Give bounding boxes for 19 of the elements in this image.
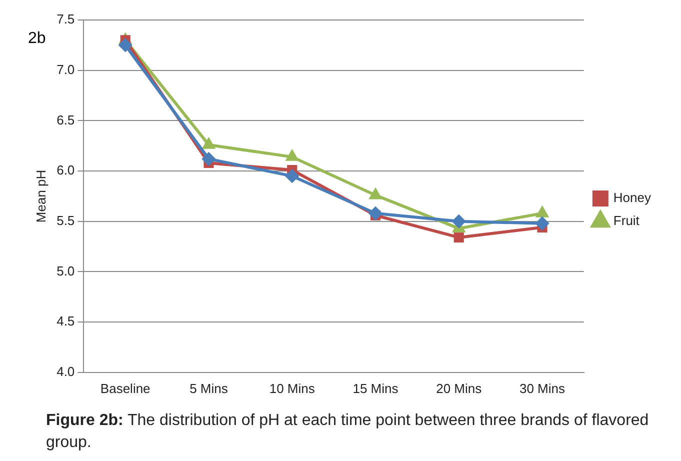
y-tick-label: 7.5 [56,12,75,27]
y-tick-label: 6.5 [56,112,75,128]
x-tick-label: 20 Mins [436,380,482,396]
x-tick-label: 30 Mins [519,380,566,396]
legend-label: Fruit [613,213,640,228]
x-tick-label: 5 Mins [190,380,228,396]
x-tick-label: 15 Mins [352,380,399,396]
x-tick-label: 10 Mins [269,380,316,396]
y-tick-label: 6.0 [56,162,75,178]
y-axis-title: Mean pH [33,170,48,223]
x-tick-label: Baseline [100,380,150,396]
text: Figure 2b: The distribution of pH at each time point between three brands of flavored group. [46,412,649,451]
y-tick-label: 7.0 [56,62,75,77]
y-tick-label: 5.0 [56,263,75,278]
text: 2b [28,30,46,48]
y-tick-label: 5.5 [56,212,75,228]
y-tick-label: 4.5 [56,314,75,329]
y-tick-label: 4.0 [56,364,75,379]
legend-label: Honey [613,190,652,206]
